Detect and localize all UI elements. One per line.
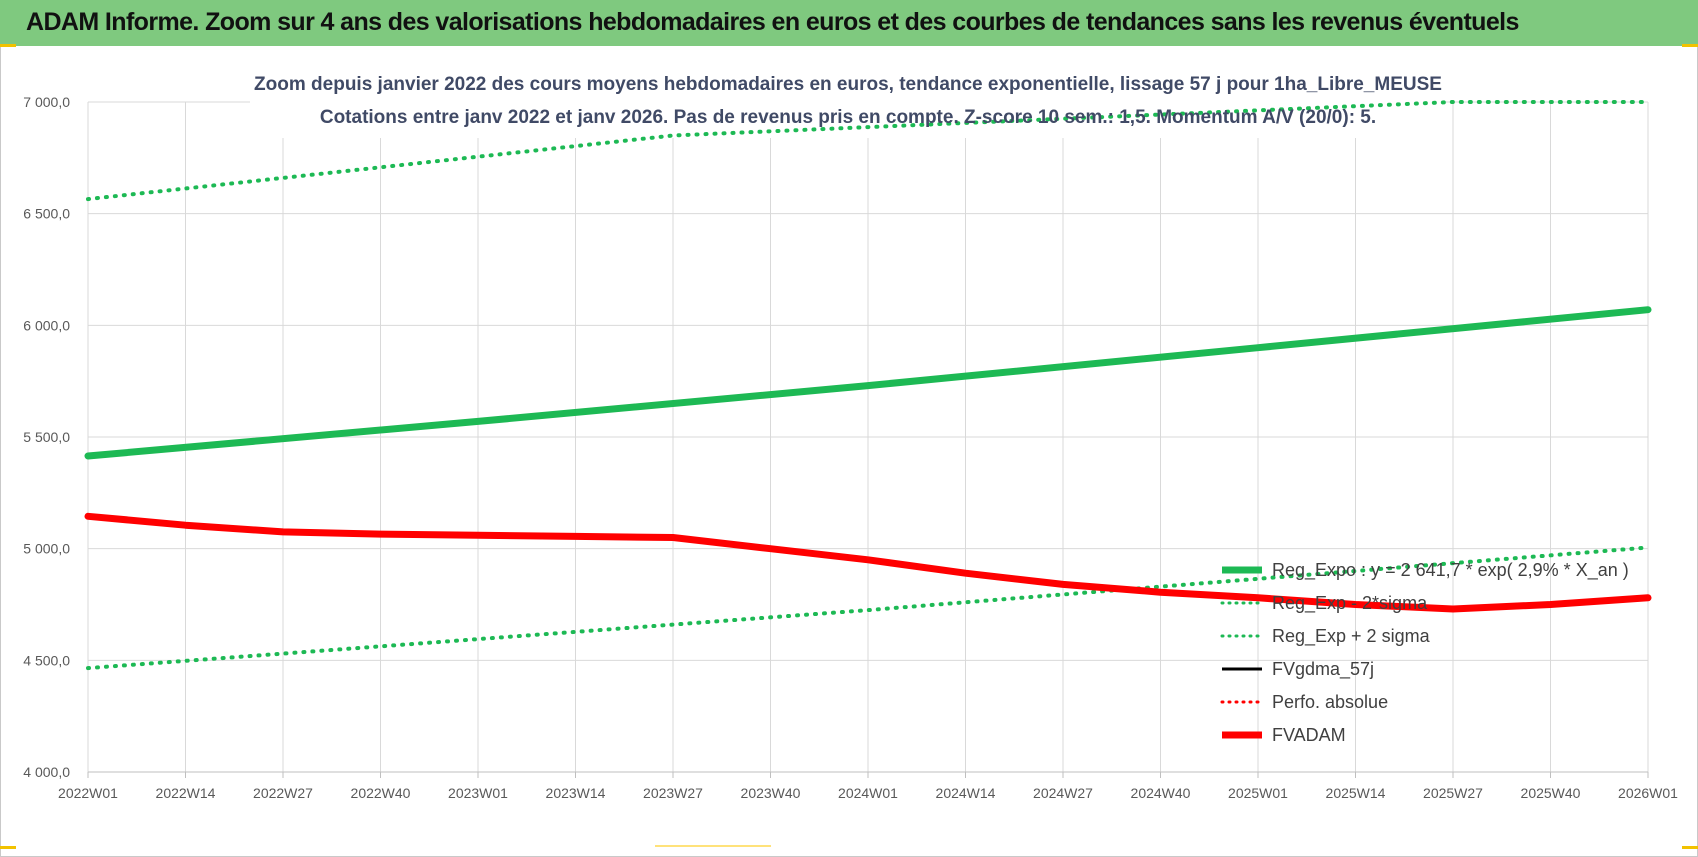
title-banner: ADAM Informe. Zoom sur 4 ans des valoris… [0, 0, 1698, 46]
chart-title: Zoom depuis janvier 2022 des cours moyen… [254, 74, 1442, 95]
bottom-marker [655, 845, 771, 847]
y-tick-label: 5 000,0 [23, 541, 70, 557]
y-tick-label: 4 500,0 [23, 652, 70, 668]
series-line [86, 100, 1650, 202]
x-tick-label: 2024W01 [838, 785, 898, 801]
corner-mark-tr [1682, 44, 1698, 47]
x-tick-label: 2023W27 [643, 785, 703, 801]
title-backdrop [250, 62, 1445, 138]
chart-subtitle: Cotations entre janv 2022 et janv 2026. … [320, 107, 1376, 128]
banner-title: ADAM Informe. Zoom sur 4 ans des valoris… [26, 8, 1519, 36]
grid [87, 101, 1649, 778]
legend: Reg_Expo : y = 2 641,7 * exp( 2,9% * X_a… [1220, 560, 1629, 745]
legend-label: Perfo. absolue [1272, 692, 1388, 712]
series-line [86, 545, 1650, 671]
legend-label: Reg_Exp + 2 sigma [1272, 626, 1431, 647]
series-line [84, 306, 1652, 460]
x-tick-label: 2022W01 [58, 785, 118, 801]
x-tick-label: 2024W27 [1033, 785, 1093, 801]
x-tick-label: 2025W14 [1326, 785, 1386, 801]
x-tick-label: 2022W14 [156, 785, 216, 801]
x-tick-label: 2026W01 [1618, 785, 1678, 801]
x-tick-label: 2022W40 [351, 785, 411, 801]
legend-label: FVADAM [1272, 725, 1346, 745]
y-tick-label: 6 000,0 [23, 317, 70, 333]
x-tick-label: 2023W01 [448, 785, 508, 801]
y-tick-label: 5 500,0 [23, 429, 70, 445]
y-axis-ticks: 4 000,0 4 500,0 5 000,0 5 500,0 6 000,0 6 500… [23, 94, 70, 780]
x-axis-ticks: 2022W01 2022W14 2022W27 2022W40 2023W01 2023W… [58, 785, 1678, 801]
x-tick-label: 2025W27 [1423, 785, 1483, 801]
legend-label: Reg_Exp - 2*sigma [1272, 593, 1428, 614]
y-tick-label: 6 500,0 [23, 206, 70, 222]
series-lines [84, 100, 1652, 671]
corner-mark-bl [0, 846, 16, 849]
series-line [84, 512, 1652, 613]
x-tick-label: 2023W14 [546, 785, 606, 801]
x-tick-label: 2022W27 [253, 785, 313, 801]
x-tick-label: 2024W14 [936, 785, 996, 801]
x-tick-label: 2023W40 [741, 785, 801, 801]
y-tick-label: 4 000,0 [23, 764, 70, 780]
legend-label: Reg_Expo : y = 2 641,7 * exp( 2,9% * X_a… [1272, 560, 1629, 581]
legend-label: FVgdma_57j [1272, 659, 1374, 680]
x-tick-label: 2025W01 [1228, 785, 1288, 801]
y-tick-label: 7 000,0 [23, 94, 70, 110]
corner-mark-tl [0, 44, 16, 47]
corner-mark-br [1682, 846, 1698, 849]
x-tick-label: 2025W40 [1521, 785, 1581, 801]
x-tick-label: 2024W40 [1131, 785, 1191, 801]
